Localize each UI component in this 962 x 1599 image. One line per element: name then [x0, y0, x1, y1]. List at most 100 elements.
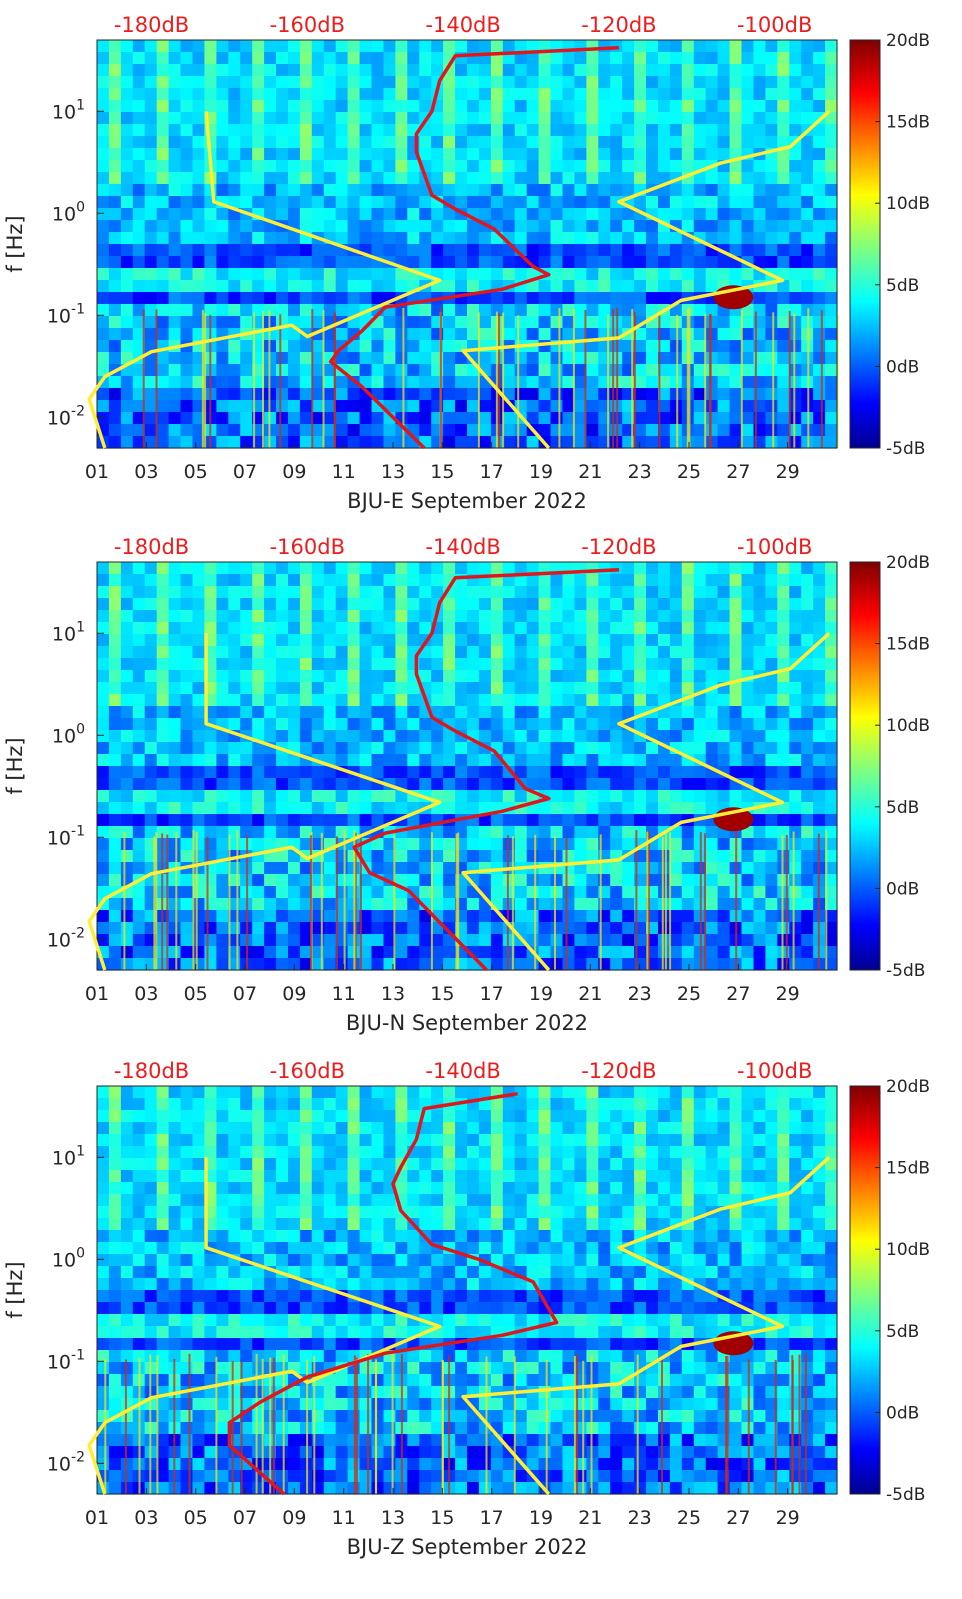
- spectrogram-cell: [252, 598, 265, 611]
- spectrogram-cell: [323, 64, 337, 77]
- spectrogram-cell: [658, 280, 671, 293]
- spectrogram-cell: [777, 646, 790, 659]
- spectrogram-cell: [681, 574, 695, 587]
- spectrogram-cell: [252, 1110, 265, 1123]
- spectrogram-cell: [741, 658, 754, 671]
- spectrogram-cell: [610, 610, 623, 623]
- spectrogram-cell: [276, 364, 289, 377]
- spectrogram-cell: [502, 658, 516, 671]
- spectrogram-cell: [562, 100, 575, 113]
- spectrogram-cell: [550, 292, 563, 305]
- spectrogram-cell: [574, 958, 587, 971]
- spectrogram-cell: [216, 64, 229, 77]
- spectrogram-cell: [777, 898, 790, 911]
- spectrogram-cell: [622, 52, 635, 65]
- spectrogram-cell: [526, 958, 540, 971]
- spectrogram-cell: [347, 634, 361, 647]
- spectrogram-cell: [467, 790, 480, 803]
- spectrogram-cell: [395, 586, 408, 599]
- spectrogram-cell: [717, 400, 731, 413]
- spectrogram-cell: [395, 646, 408, 659]
- spectrogram-cell: [276, 232, 289, 245]
- spectrogram-cell: [729, 718, 743, 731]
- spectrogram-cell: [729, 574, 743, 587]
- spectrogram-cell: [610, 232, 623, 245]
- spectrogram-cell: [741, 622, 754, 635]
- spectrogram-cell: [288, 256, 301, 269]
- spectrogram-cell: [228, 802, 241, 815]
- spectrogram-cell: [299, 910, 313, 923]
- spectrogram-cell: [455, 40, 468, 53]
- spectrogram-cell: [681, 244, 695, 257]
- spectrogram-cell: [490, 622, 504, 635]
- spectrogram-cell: [514, 958, 528, 971]
- spectrogram-cell: [538, 850, 552, 863]
- spectrogram-cell: [407, 706, 420, 719]
- spectrogram-cell: [729, 790, 743, 803]
- spectrogram-cell: [753, 88, 766, 101]
- spectrogram-cell: [192, 1110, 205, 1123]
- spectrogram-cell: [669, 424, 683, 437]
- spectrogram-cell: [252, 586, 265, 599]
- spectrogram-cell: [765, 232, 778, 245]
- spectrogram-cell: [693, 280, 707, 293]
- spectrogram-cell: [490, 718, 504, 731]
- spectrogram-cell: [144, 1254, 158, 1267]
- spectrogram-cell: [216, 136, 229, 149]
- spectrogram-cell: [132, 1290, 146, 1303]
- spectrogram-cell: [729, 400, 743, 413]
- spectrogram-cell: [108, 1146, 122, 1159]
- x-tick-label: 21: [578, 461, 602, 483]
- spectrogram-cell: [622, 934, 635, 947]
- spectrogram-cell: [598, 148, 611, 161]
- spectrogram-cell: [622, 646, 635, 659]
- spectrogram-cell: [288, 112, 301, 125]
- spectrogram-cell: [478, 838, 492, 851]
- spectrogram-cell: [192, 610, 205, 623]
- spectrogram-cell: [693, 220, 707, 233]
- spectrogram-cell: [108, 814, 122, 827]
- spectrogram-cell: [144, 1194, 158, 1207]
- spectrogram-cell: [586, 424, 599, 437]
- spectrogram-cell: [622, 634, 635, 647]
- spectrogram-cell: [395, 136, 408, 149]
- spectrogram-cell: [204, 88, 217, 101]
- spectrogram-cell: [264, 910, 277, 923]
- spectrogram-cell: [789, 790, 802, 803]
- spectrogram-cell: [538, 934, 552, 947]
- spectrogram-cell: [97, 1398, 110, 1411]
- spectrogram-cell: [335, 790, 349, 803]
- spectrogram-cell: [347, 112, 361, 125]
- spectrogram-cell: [156, 1158, 170, 1171]
- spectrogram-cell: [108, 826, 122, 839]
- spectrogram-cell: [646, 136, 659, 149]
- spectrogram-cell: [120, 1230, 134, 1243]
- spectrogram-cell: [120, 742, 134, 755]
- spectrogram-cell: [729, 586, 743, 599]
- spectrogram-cell: [669, 874, 683, 887]
- spectrogram-cell: [276, 802, 289, 815]
- spectrogram-cell: [347, 88, 361, 101]
- spectrogram-cell: [168, 622, 182, 635]
- spectrogram-cell: [478, 328, 492, 341]
- spectrogram-cell: [693, 148, 707, 161]
- spectrogram-cell: [228, 1158, 241, 1171]
- spectrogram-cell: [97, 160, 110, 173]
- x-tick-label: 21: [578, 983, 602, 1005]
- spectrogram-cell: [276, 874, 289, 887]
- spectrogram-cell: [299, 292, 313, 305]
- spectrogram-cell: [395, 76, 408, 89]
- spectrogram-cell: [801, 838, 814, 851]
- spectrogram-cell: [717, 754, 731, 767]
- spectrogram-cell: [264, 838, 277, 851]
- spectrogram-cell: [335, 730, 349, 743]
- spectrogram-cell: [526, 694, 540, 707]
- spectrogram-cell: [144, 256, 158, 269]
- spectrogram-cell: [156, 412, 170, 425]
- spectrogram-cell: [825, 376, 838, 389]
- spectrogram-cell: [120, 862, 134, 875]
- spectrogram-cell: [813, 208, 826, 221]
- spectrogram-cell: [276, 934, 289, 947]
- spectrogram-cell: [180, 622, 193, 635]
- spectrogram-cell: [359, 922, 373, 935]
